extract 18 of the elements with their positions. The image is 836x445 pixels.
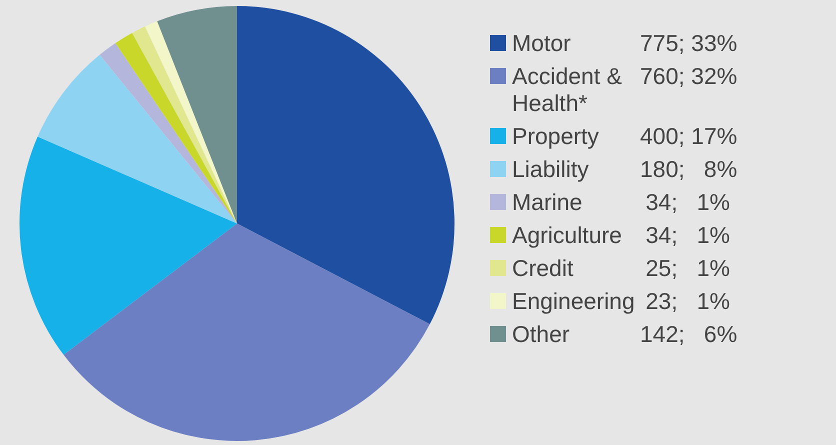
data-label: 180; 8% <box>640 156 738 183</box>
data-label: 400; 17% <box>640 123 738 150</box>
legend-label: Agriculture <box>512 222 623 249</box>
legend-label: Motor <box>512 30 572 57</box>
legend-label: Liability <box>512 156 590 183</box>
data-label: 760; 32% <box>640 63 738 91</box>
data-label: 775; 33% <box>640 30 738 57</box>
legend-label: Marine <box>512 189 584 216</box>
data-label: 25; 1% <box>644 255 730 282</box>
data-label: 34; 1% <box>644 189 730 216</box>
legend-label: Property <box>512 123 600 150</box>
legend-label: Credit <box>512 255 574 282</box>
legend-label: Other <box>512 321 571 348</box>
data-label: 23; 1% <box>644 288 730 315</box>
data-label: 34; 1% <box>644 222 730 249</box>
data-label: 142; 6% <box>640 321 738 348</box>
legend-label: Accident & Health* <box>512 63 623 117</box>
legend-label: Engineering <box>512 288 636 315</box>
